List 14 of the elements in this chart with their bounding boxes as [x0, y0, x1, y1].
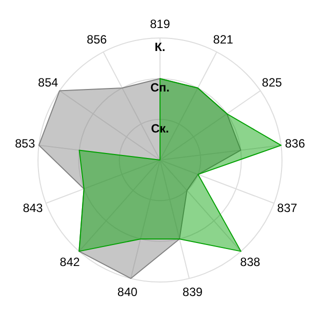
- spoke-label: 853: [14, 136, 36, 151]
- spoke-label: 843: [22, 201, 44, 216]
- spoke-label: 839: [182, 285, 203, 300]
- y-tick-label: К.: [154, 40, 166, 54]
- spoke-label: 856: [86, 32, 108, 47]
- spoke-label: 842: [60, 254, 80, 269]
- spoke-label: 838: [240, 254, 261, 269]
- spoke-label: 821: [213, 32, 234, 47]
- spoke-label: 840: [117, 285, 138, 300]
- spoke-label: 854: [38, 76, 58, 90]
- spoke-label: 819: [150, 17, 170, 31]
- spoke-label: 825: [262, 76, 282, 90]
- spoke-label: 836: [284, 136, 306, 151]
- spoke-label: 837: [277, 201, 298, 216]
